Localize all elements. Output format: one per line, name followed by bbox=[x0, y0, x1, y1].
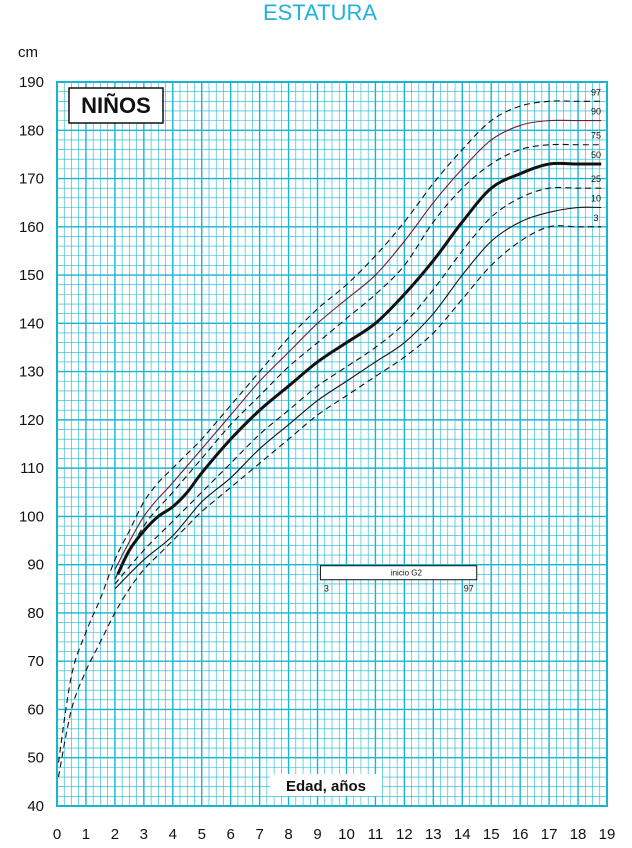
y-tick-label: 60 bbox=[27, 701, 44, 718]
x-axis-label: Edad, años bbox=[286, 778, 366, 795]
g2-start-label: 3 bbox=[324, 584, 329, 594]
y-tick-label: 160 bbox=[19, 219, 44, 236]
y-tick-label: 100 bbox=[19, 508, 44, 525]
x-tick-label: 14 bbox=[454, 826, 471, 843]
y-axis-unit: cm bbox=[18, 44, 38, 61]
x-tick-label: 18 bbox=[570, 826, 587, 843]
y-tick-label: 40 bbox=[27, 798, 44, 815]
x-tick-label: 19 bbox=[599, 826, 616, 843]
g2-annotation: inicio G2 3 97 bbox=[319, 565, 478, 594]
percentile-curve-97 bbox=[57, 100, 602, 763]
y-tick-label: 130 bbox=[19, 364, 44, 381]
x-tick-label: 16 bbox=[512, 826, 529, 843]
g2-label: inicio G2 bbox=[391, 569, 423, 578]
y-tick-label: 170 bbox=[19, 171, 44, 188]
percentile-label-75: 75 bbox=[591, 131, 601, 141]
percentile-label-90: 90 bbox=[591, 107, 601, 117]
y-tick-label: 180 bbox=[19, 122, 44, 139]
axis-ticks: 0 1 2 3 4 5 6 7 8 9 10 11 12 13 14 15 16 17 18 194050607080… bbox=[19, 74, 615, 843]
x-tick-label: 4 bbox=[169, 826, 177, 843]
x-tick-label: 12 bbox=[396, 826, 413, 843]
percentile-label-10: 10 bbox=[591, 193, 601, 203]
percentile-label-50: 50 bbox=[591, 150, 601, 160]
percentile-label-3: 3 bbox=[593, 213, 598, 223]
percentile-curve-75 bbox=[114, 143, 602, 580]
y-tick-label: 120 bbox=[19, 412, 44, 429]
percentile-curves bbox=[57, 100, 602, 778]
chart-title: ESTATURA bbox=[263, 0, 377, 25]
percentile-labels: 97 90 75 50 25 10 3 bbox=[591, 87, 601, 222]
x-tick-label: 17 bbox=[541, 826, 558, 843]
percentile-curve-90 bbox=[114, 119, 602, 570]
percentile-label-97: 97 bbox=[591, 87, 601, 97]
x-tick-label: 8 bbox=[284, 826, 292, 843]
x-tick-label: 6 bbox=[227, 826, 235, 843]
x-tick-label: 10 bbox=[338, 826, 355, 843]
y-tick-label: 110 bbox=[20, 460, 44, 477]
y-tick-label: 80 bbox=[27, 605, 44, 622]
y-tick-label: 150 bbox=[19, 267, 44, 284]
x-tick-label: 5 bbox=[198, 826, 206, 843]
x-tick-label: 3 bbox=[140, 826, 148, 843]
percentile-curve-3 bbox=[57, 225, 602, 778]
percentile-curve-50 bbox=[116, 161, 602, 575]
y-tick-label: 50 bbox=[27, 750, 44, 767]
x-tick-label: 15 bbox=[483, 826, 500, 843]
x-tick-label: 0 bbox=[53, 826, 61, 843]
x-tick-label: 1 bbox=[82, 826, 90, 843]
x-tick-label: 7 bbox=[255, 826, 263, 843]
x-tick-label: 13 bbox=[425, 826, 442, 843]
x-tick-label: 11 bbox=[368, 826, 384, 843]
y-tick-label: 190 bbox=[19, 74, 44, 91]
panel-label: NIÑOS bbox=[81, 93, 151, 118]
panel-label-box: NIÑOS bbox=[68, 87, 164, 124]
y-tick-label: 90 bbox=[27, 557, 44, 574]
x-tick-label: 2 bbox=[111, 826, 119, 843]
percentile-curve-25 bbox=[114, 186, 602, 585]
g2-end-label: 97 bbox=[464, 584, 474, 594]
percentile-label-25: 25 bbox=[591, 174, 601, 184]
percentile-curve-10 bbox=[114, 206, 602, 590]
grid bbox=[56, 81, 608, 807]
y-tick-label: 140 bbox=[19, 315, 44, 332]
x-tick-label: 9 bbox=[313, 826, 321, 843]
y-tick-label: 70 bbox=[27, 653, 44, 670]
g2-bar bbox=[319, 565, 478, 581]
